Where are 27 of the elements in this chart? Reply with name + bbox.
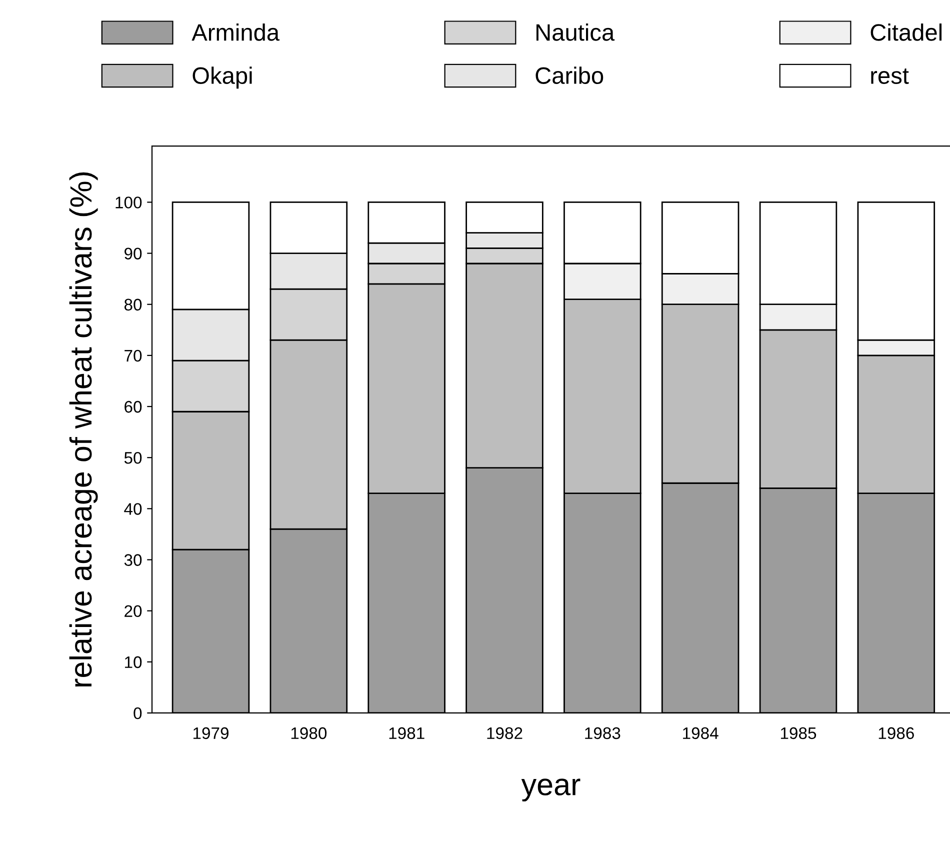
- x-tick-label: 1979: [193, 727, 228, 740]
- legend-label: rest: [871, 68, 909, 84]
- y-tick-label: 40: [124, 503, 142, 515]
- x-tick-label: 1982: [487, 727, 522, 740]
- legend-label: Caribo: [536, 66, 604, 84]
- x-tick-label: 1986: [878, 727, 914, 740]
- y-tick-label: 100: [116, 196, 142, 208]
- y-tick-label: 90: [124, 248, 142, 260]
- x-axis-title: year: [521, 778, 580, 802]
- x-tick-label: 1985: [780, 727, 816, 740]
- x-tick-label: 1983: [585, 727, 620, 740]
- x-tick-label: 1980: [291, 727, 327, 740]
- legend-label: Arminda: [192, 24, 280, 41]
- y-tick-label: 30: [124, 554, 142, 566]
- legend-label: Nautica: [536, 24, 615, 41]
- y-tick-label: 20: [124, 605, 142, 618]
- y-tick-label: 0: [134, 707, 142, 720]
- y-axis-title: relative acreage of wheat cultivars (%): [69, 172, 98, 686]
- y-tick-label: 70: [124, 350, 142, 362]
- legend-label: Citadel: [870, 24, 942, 41]
- x-tick-label: 1984: [683, 727, 718, 740]
- y-tick-label: 50: [124, 452, 142, 464]
- legend-label: Okapi: [192, 66, 252, 89]
- y-tick-label: 10: [125, 656, 142, 668]
- x-tick-label: 1981: [389, 727, 424, 740]
- y-tick-label: 80: [124, 298, 142, 311]
- y-tick-label: 60: [124, 400, 142, 413]
